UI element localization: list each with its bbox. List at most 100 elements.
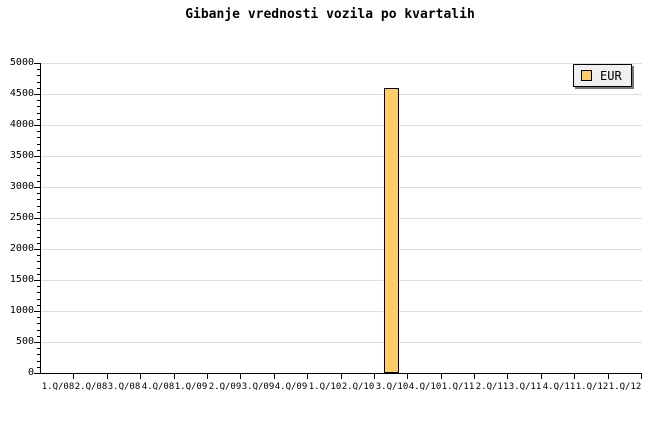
x-axis-tick-label: 1.Q/08 xyxy=(41,382,75,392)
y-axis-minor-tick xyxy=(37,305,40,306)
y-axis-minor-tick xyxy=(37,212,40,213)
x-axis-tick xyxy=(641,374,642,379)
legend-swatch-icon xyxy=(581,70,592,81)
gridline xyxy=(41,249,642,250)
y-axis-minor-tick xyxy=(37,106,40,107)
y-axis-minor-tick xyxy=(37,323,40,324)
x-axis-tick xyxy=(107,374,108,379)
y-axis-minor-tick xyxy=(37,88,40,89)
x-axis-tick-label: 1.Q/10 xyxy=(308,382,342,392)
x-axis-tick-label: 3.Q/10 xyxy=(375,382,409,392)
plot-area: 0 500 1000 1500 2000 2500 3000 3500 4000 4500 5000… xyxy=(10,58,642,392)
y-axis-minor-tick xyxy=(37,299,40,300)
x-axis-tick xyxy=(207,374,208,379)
y-axis-minor-tick xyxy=(37,230,40,231)
gridline xyxy=(41,125,642,126)
x-axis-tick xyxy=(541,374,542,379)
y-axis-minor-tick xyxy=(37,119,40,120)
gridline xyxy=(41,218,642,219)
y-axis-tick-label: 4500 xyxy=(9,88,34,99)
y-axis-minor-tick xyxy=(37,113,40,114)
x-axis-tick xyxy=(474,374,475,379)
gridline xyxy=(41,342,642,343)
y-axis-minor-tick xyxy=(37,255,40,256)
x-axis-tick xyxy=(274,374,275,379)
y-axis-minor-tick xyxy=(37,193,40,194)
gridline xyxy=(41,156,642,157)
gridline xyxy=(41,94,642,95)
y-axis-minor-tick xyxy=(37,261,40,262)
y-axis-tick xyxy=(34,63,40,64)
y-axis-tick-label: 1000 xyxy=(9,305,34,316)
x-axis-tick-label: 1.Q/09 xyxy=(174,382,208,392)
y-axis-tick xyxy=(34,342,40,343)
x-axis-tick xyxy=(174,374,175,379)
x-axis-tick-label: 1.Q/11 xyxy=(441,382,475,392)
y-axis-minor-tick xyxy=(37,330,40,331)
y-axis-tick xyxy=(34,187,40,188)
y-axis-tick-label: 500 xyxy=(15,336,34,347)
y-axis-minor-tick xyxy=(37,367,40,368)
y-axis-minor-tick xyxy=(37,206,40,207)
x-axis-tick xyxy=(507,374,508,379)
y-axis-tick xyxy=(34,94,40,95)
bar-3.Q/10 xyxy=(384,88,399,373)
x-axis-tick-label: 4.Q/09 xyxy=(274,382,308,392)
y-axis-minor-tick xyxy=(37,168,40,169)
y-axis-tick-label: 5000 xyxy=(9,57,34,68)
x-axis-tick-label: 4.Q/08 xyxy=(141,382,175,392)
x-axis-tick xyxy=(341,374,342,379)
y-axis-minor-tick xyxy=(37,137,40,138)
y-axis-minor-tick xyxy=(37,274,40,275)
chart-title: Gibanje vrednosti vozila po kvartalih xyxy=(185,7,475,22)
y-axis-minor-tick xyxy=(37,268,40,269)
y-axis-tick-label: 3500 xyxy=(9,150,34,161)
x-axis-tick xyxy=(574,374,575,379)
y-axis-tick xyxy=(34,249,40,250)
y-axis-minor-tick xyxy=(37,237,40,238)
x-axis-tick-label: 4.Q/11 xyxy=(542,382,576,392)
y-axis-minor-tick xyxy=(37,150,40,151)
y-axis-tick-label: 4000 xyxy=(9,119,34,130)
legend: EUR xyxy=(573,64,632,87)
x-axis-tick xyxy=(240,374,241,379)
y-axis-minor-tick xyxy=(37,361,40,362)
legend-label: EUR xyxy=(600,68,622,83)
y-axis-minor-tick xyxy=(37,181,40,182)
y-axis-minor-tick xyxy=(37,292,40,293)
x-axis-tick-label: 2.Q/10 xyxy=(341,382,375,392)
y-axis-minor-tick xyxy=(37,243,40,244)
y-axis-minor-tick xyxy=(37,175,40,176)
y-axis-tick xyxy=(34,280,40,281)
y-axis-minor-tick xyxy=(37,354,40,355)
x-axis-tick-label: 3.Q/09 xyxy=(241,382,275,392)
y-axis-minor-tick xyxy=(37,144,40,145)
x-axis-tick xyxy=(307,374,308,379)
y-axis-tick-label: 1500 xyxy=(9,274,34,285)
y-axis-minor-tick xyxy=(37,199,40,200)
gridline xyxy=(41,280,642,281)
y-axis-tick-label: 2000 xyxy=(9,243,34,254)
x-axis-tick-label: 4.Q/10 xyxy=(408,382,442,392)
x-axis-tick-label: 2.Q/11 xyxy=(475,382,509,392)
x-axis-tick-label: 1.Q/12 xyxy=(608,382,642,392)
y-axis-tick xyxy=(34,311,40,312)
y-axis-minor-tick xyxy=(37,348,40,349)
x-axis-tick xyxy=(407,374,408,379)
y-axis-minor-tick xyxy=(37,75,40,76)
x-axis-tick xyxy=(73,374,74,379)
y-axis-tick-label: 3000 xyxy=(9,181,34,192)
y-axis-minor-tick xyxy=(37,131,40,132)
y-axis-minor-tick xyxy=(37,336,40,337)
y-axis-minor-tick xyxy=(37,69,40,70)
y-axis-tick xyxy=(34,218,40,219)
x-axis-tick-label: 3.Q/11 xyxy=(508,382,542,392)
y-axis-minor-tick xyxy=(37,82,40,83)
x-axis-tick-label: 2.Q/08 xyxy=(74,382,108,392)
y-axis-minor-tick xyxy=(37,100,40,101)
y-axis-minor-tick xyxy=(37,224,40,225)
y-axis-tick xyxy=(34,373,40,374)
x-axis-tick-label: 2.Q/09 xyxy=(208,382,242,392)
x-axis-tick xyxy=(441,374,442,379)
